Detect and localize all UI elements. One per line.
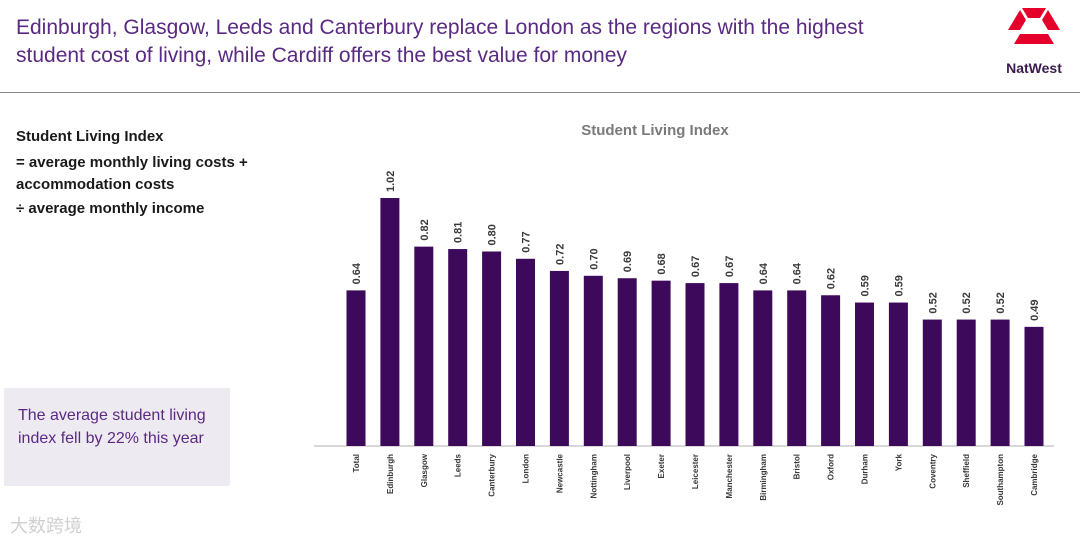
bar-durham — [855, 302, 874, 446]
formula-block: Student Living Index = average monthly l… — [16, 124, 248, 222]
category-label-birmingham: Birmingham — [759, 454, 768, 501]
value-label-exeter: 0.68 — [656, 253, 668, 274]
category-label-liverpool: Liverpool — [623, 454, 632, 490]
bar-birmingham — [753, 290, 773, 446]
header-divider — [0, 92, 1080, 93]
bar-newcastle — [549, 270, 569, 446]
category-label-exeter: Exeter — [657, 454, 666, 478]
category-label-bristol: Bristol — [793, 454, 802, 479]
callout-text: The average student living index fell by… — [18, 407, 206, 447]
bar-edinburgh — [380, 198, 400, 446]
category-label-coventry: Coventry — [928, 453, 937, 488]
bar-exeter — [651, 280, 671, 446]
bar-liverpool — [617, 278, 637, 446]
value-label-edinburgh: 1.02 — [385, 171, 397, 192]
bar-bristol — [787, 290, 807, 446]
value-label-nottingham: 0.70 — [588, 248, 600, 269]
bar-sheffield — [956, 319, 976, 446]
headline: Edinburgh, Glasgow, Leeds and Canterbury… — [16, 16, 864, 67]
value-label-glasgow: 0.82 — [419, 219, 431, 240]
bar-total — [346, 290, 366, 446]
logo-text: NatWest — [1006, 60, 1062, 76]
category-label-edinburgh: Edinburgh — [386, 454, 395, 494]
bar-leicester — [685, 283, 705, 446]
category-label-sheffield: Sheffield — [962, 454, 971, 488]
formula-line-3: ÷ average monthly income — [16, 200, 205, 217]
category-label-southampton: Southampton — [996, 454, 1005, 506]
value-label-manchester: 0.67 — [724, 256, 736, 277]
category-label-durham: Durham — [861, 454, 870, 484]
category-label-nottingham: Nottingham — [589, 454, 598, 498]
value-label-newcastle: 0.72 — [554, 244, 566, 265]
value-label-coventry: 0.52 — [927, 292, 939, 313]
value-label-bristol: 0.64 — [792, 262, 804, 284]
natwest-logo: NatWest — [998, 8, 1070, 80]
value-label-leeds: 0.81 — [453, 222, 465, 243]
formula-line-2: accommodation costs — [16, 176, 175, 193]
category-label-cambridge: Cambridge — [1030, 453, 1039, 495]
bar-coventry — [922, 319, 942, 446]
value-label-canterbury: 0.80 — [487, 224, 499, 245]
value-label-total: 0.64 — [351, 262, 363, 284]
bar-london — [516, 258, 535, 446]
value-label-durham: 0.59 — [860, 275, 872, 296]
value-label-birmingham: 0.64 — [758, 262, 770, 284]
category-label-york: York — [894, 453, 903, 471]
bar-oxford — [821, 295, 841, 446]
category-label-leicester: Leicester — [691, 454, 700, 489]
value-label-oxford: 0.62 — [826, 268, 838, 289]
value-label-southampton: 0.52 — [995, 292, 1007, 313]
watermark: 大数跨境 — [10, 516, 82, 536]
category-label-newcastle: Newcastle — [555, 453, 564, 493]
category-label-oxford: Oxford — [827, 454, 836, 480]
bar-manchester — [719, 283, 739, 446]
chart-title: Student Living Index — [581, 122, 729, 139]
value-label-london: 0.77 — [521, 231, 533, 252]
callout-box: The average student living index fell by… — [4, 388, 230, 486]
bar-york — [888, 302, 908, 446]
bar-canterbury — [482, 251, 502, 446]
value-label-sheffield: 0.52 — [961, 292, 973, 313]
category-label-manchester: Manchester — [725, 454, 734, 498]
value-label-cambridge: 0.49 — [1029, 299, 1041, 320]
category-label-canterbury: Canterbury — [488, 453, 497, 496]
value-label-liverpool: 0.69 — [622, 251, 634, 272]
bar-nottingham — [583, 275, 603, 446]
natwest-logo-icon — [1008, 8, 1060, 44]
value-label-york: 0.59 — [893, 275, 905, 296]
formula-line-1: = average monthly living costs + — [16, 154, 248, 171]
category-label-london: London — [522, 454, 531, 483]
category-label-leeds: Leeds — [454, 453, 463, 477]
value-label-leicester: 0.67 — [690, 256, 702, 277]
bar-cambridge — [1024, 326, 1044, 446]
bar-leeds — [448, 249, 468, 446]
category-label-total: Total — [352, 454, 361, 473]
bar-glasgow — [414, 246, 434, 446]
bar-southampton — [990, 319, 1010, 446]
category-label-glasgow: Glasgow — [420, 453, 429, 487]
formula-title: Student Living Index — [16, 128, 164, 145]
